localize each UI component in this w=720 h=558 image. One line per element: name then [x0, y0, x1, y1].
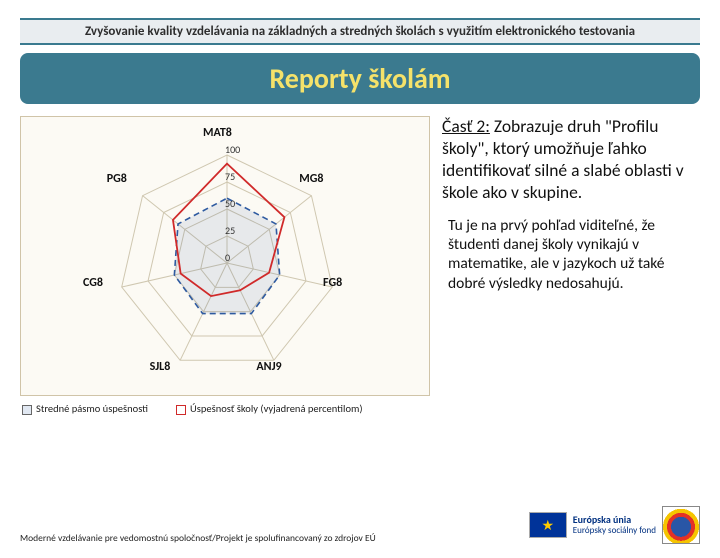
radar-tick-label: 25 — [225, 224, 235, 237]
radar-axis-label: ANJ9 — [256, 360, 281, 374]
project-name-text: Zvyšovanie kvality vzdelávania na základ… — [85, 24, 635, 39]
footer: Moderné vzdelávanie pre vedomostnú spolo… — [20, 506, 700, 544]
section-paragraph-1: Časť 2: Zobrazuje druh "Profilu školy", … — [442, 116, 700, 204]
section-paragraph-2: Tu je na prvý pohľad viditeľné, že štude… — [442, 216, 700, 294]
slide-title-bar: Reporty školám — [20, 53, 700, 104]
radar-chart: MAT8 MG8 FG8 ANJ9 SJL8 CG8 PG8 0 25 50 75 100 — [20, 116, 430, 396]
chart-legend: Stredné pásmo úspešnosti Úspešnosť školy … — [20, 396, 430, 421]
legend-swatch-icon — [176, 405, 186, 415]
eu-text: Európska únia Európsky sociálny fond — [573, 515, 656, 535]
eu-subtitle: Európsky sociálny fond — [573, 525, 656, 536]
radar-tick-label: 100 — [225, 143, 240, 156]
radar-tick-label: 50 — [225, 197, 235, 210]
radar-axis-label: SJL8 — [150, 360, 171, 374]
footer-text: Moderné vzdelávanie pre vedomostnú spolo… — [20, 532, 376, 544]
radar-axis-label: MG8 — [299, 172, 323, 186]
text-column: Časť 2: Zobrazuje druh "Profilu školy", … — [442, 116, 700, 421]
project-name-bar: Zvyšovanie kvality vzdelávania na základ… — [20, 18, 700, 45]
legend-label: Stredné pásmo úspešnosti — [36, 402, 148, 415]
radar-axis-label: PG8 — [107, 172, 127, 186]
esf-logo-icon — [662, 506, 700, 544]
radar-axis-label: MAT8 — [203, 126, 232, 140]
legend-label: Úspešnosť školy (vyjadrená percentilom) — [190, 402, 363, 415]
radar-axis-label: FG8 — [323, 276, 342, 290]
legend-swatch-icon — [22, 405, 32, 415]
radar-tick-label: 75 — [225, 170, 235, 183]
slide-title: Reporty školám — [20, 61, 700, 96]
radar-axis-label: CG8 — [83, 276, 103, 290]
section-heading: Časť 2: — [442, 115, 490, 137]
legend-item: Úspešnosť školy (vyjadrená percentilom) — [176, 402, 377, 415]
radar-tick-label: 0 — [225, 251, 230, 264]
legend-item: Stredné pásmo úspešnosti — [22, 402, 162, 415]
chart-column: MAT8 MG8 FG8 ANJ9 SJL8 CG8 PG8 0 25 50 75 100 Stred… — [20, 116, 430, 421]
footer-logos: ★ Európska únia Európsky sociálny fond — [529, 506, 700, 544]
eu-flag-icon: ★ — [529, 512, 567, 538]
